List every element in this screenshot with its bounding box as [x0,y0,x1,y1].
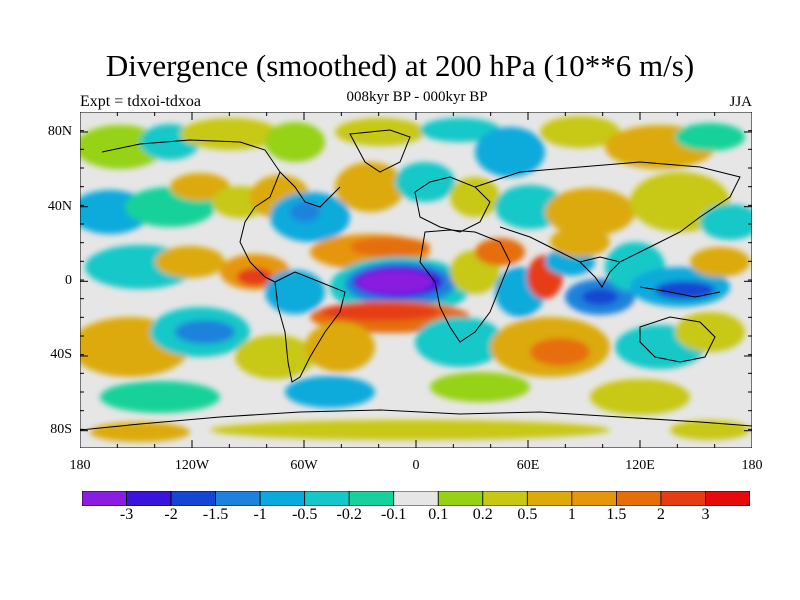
colorbar-label: -1.5 [202,506,229,523]
colorbar-swatch [215,491,261,506]
colorbar-label: -0.1 [381,506,407,523]
colorbar-swatch [393,491,439,506]
lon-tick-label: 180 [69,458,91,473]
colorbar-swatch [526,491,573,506]
lat-tick-label: 80N [47,124,72,139]
lon-tick-label: 180 [741,458,763,473]
colorbar-label: -0.5 [291,506,318,523]
colorbar-swatch [616,491,662,506]
colorbar-label: -1 [253,506,267,523]
colorbar-swatch [705,491,750,506]
colorbar-label: 0.2 [472,506,493,523]
colorbar-label: -3 [119,506,134,523]
colorbar-swatch [437,491,484,506]
colorbar-label: 0.5 [517,506,538,523]
colorbar-swatch [482,491,528,506]
colorbar-swatch [660,491,706,506]
lat-tick-label: 80S [50,422,72,437]
colorbar-label: 0.1 [428,506,449,523]
lon-tick-label: 120E [625,458,655,473]
colorbar-swatch [82,491,127,506]
colorbar-swatch [304,491,350,506]
lon-tick-label: 120W [174,458,210,473]
colorbar-label: 1 [567,506,576,523]
colorbar-label: 2 [656,506,665,523]
colorbar-label: -0.2 [336,506,362,523]
colorbar [82,491,750,506]
colorbar-label: -2 [164,506,178,523]
lat-tick-label: 40N [47,199,72,214]
colorbar-label: 1.5 [606,506,627,523]
plot-title: Divergence (smoothed) at 200 hPa (10**6 … [105,48,695,83]
lon-tick-label: 60W [290,458,318,473]
colorbar-label: 3 [701,506,710,523]
lon-tick-label: 60E [516,458,540,473]
lat-tick-label: 40S [50,347,72,362]
lon-tick-label: 0 [412,458,420,473]
season-label: JJA [729,94,752,110]
divergence-map [80,112,752,448]
colorbar-swatch [126,491,172,506]
axis-ticks [80,112,752,448]
colorbar-swatch [348,491,395,506]
map-canvas [80,112,752,448]
plot-subtitle: 008kyr BP - 000kyr BP [346,89,488,105]
experiment-label: Expt = tdxoi-tdxoa [80,93,202,110]
coastlines [80,129,752,431]
colorbar-swatch [259,491,306,506]
colorbar-swatch [571,491,617,506]
lat-tick-label: 0 [65,273,72,288]
colorbar-swatch [170,491,216,506]
